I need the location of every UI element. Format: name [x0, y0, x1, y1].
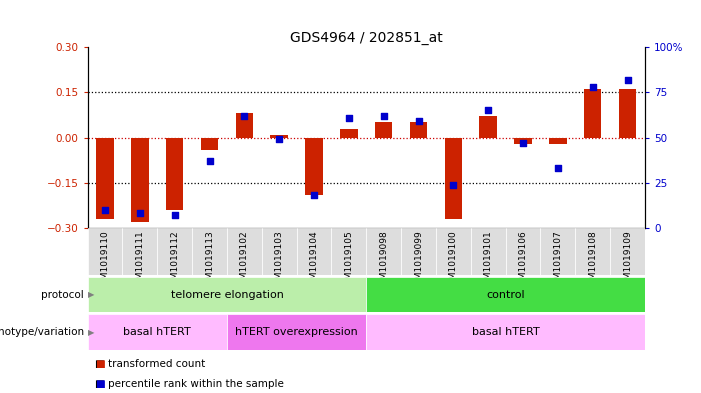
Text: GSM1019104: GSM1019104	[310, 230, 318, 291]
Bar	[297, 228, 332, 275]
Text: GSM1019106: GSM1019106	[519, 230, 528, 291]
Bar	[332, 228, 367, 275]
Text: GSM1019105: GSM1019105	[344, 230, 353, 291]
Text: basal hTERT: basal hTERT	[472, 327, 540, 337]
Text: GSM1019107: GSM1019107	[553, 230, 562, 291]
Point	[448, 182, 459, 188]
Point	[413, 118, 424, 125]
Bar	[515, 138, 532, 143]
Text: ■: ■	[95, 360, 104, 369]
Text: hTERT overexpression: hTERT overexpression	[236, 327, 358, 337]
Bar	[367, 228, 401, 275]
Text: GSM1019110: GSM1019110	[100, 230, 109, 291]
Bar	[236, 114, 253, 138]
Bar	[96, 138, 114, 219]
Bar	[479, 116, 497, 138]
Text: GSM1019100: GSM1019100	[449, 230, 458, 291]
Bar	[444, 138, 462, 219]
Bar	[401, 228, 436, 275]
Text: GSM1019112: GSM1019112	[170, 230, 179, 291]
Text: telomere elongation: telomere elongation	[170, 290, 283, 300]
Text: GSM1019111: GSM1019111	[135, 230, 144, 291]
Text: ■: ■	[95, 379, 104, 389]
Bar	[131, 138, 149, 222]
Point	[135, 210, 146, 217]
Text: GSM1019113: GSM1019113	[205, 230, 214, 291]
Text: GSM1019103: GSM1019103	[275, 230, 284, 291]
Point	[100, 207, 111, 213]
Bar	[261, 228, 297, 275]
Text: ▶: ▶	[88, 290, 95, 299]
Text: ■ transformed count: ■ transformed count	[95, 360, 205, 369]
Bar	[610, 228, 645, 275]
Bar	[576, 228, 610, 275]
Text: protocol: protocol	[41, 290, 84, 300]
Bar	[375, 123, 393, 138]
Bar	[200, 138, 218, 150]
Text: control: control	[486, 290, 525, 300]
Bar	[88, 314, 227, 350]
Text: genotype/variation: genotype/variation	[0, 327, 84, 337]
Bar	[123, 228, 157, 275]
Point	[378, 113, 389, 119]
Text: GSM1019102: GSM1019102	[240, 230, 249, 291]
Title: GDS4964 / 202851_at: GDS4964 / 202851_at	[290, 31, 442, 45]
Bar	[88, 277, 367, 312]
Text: GSM1019101: GSM1019101	[484, 230, 493, 291]
Point	[169, 212, 180, 219]
Text: ■ percentile rank within the sample: ■ percentile rank within the sample	[95, 379, 283, 389]
Point	[239, 113, 250, 119]
Point	[517, 140, 529, 146]
Bar	[436, 228, 471, 275]
Point	[587, 84, 598, 90]
Point	[552, 165, 564, 171]
Bar	[367, 314, 645, 350]
Bar	[584, 89, 601, 138]
Bar	[271, 134, 288, 138]
Point	[622, 77, 633, 83]
Point	[482, 107, 494, 114]
Bar	[192, 228, 227, 275]
Point	[204, 158, 215, 164]
Bar	[471, 228, 505, 275]
Bar	[227, 314, 367, 350]
Text: GSM1019098: GSM1019098	[379, 230, 388, 291]
Bar	[340, 129, 358, 138]
Text: GSM1019108: GSM1019108	[588, 230, 597, 291]
Bar	[157, 228, 192, 275]
Bar	[540, 228, 576, 275]
Text: basal hTERT: basal hTERT	[123, 327, 191, 337]
Text: GSM1019099: GSM1019099	[414, 230, 423, 291]
Bar	[306, 138, 322, 195]
Point	[308, 192, 320, 198]
Bar	[367, 277, 645, 312]
Text: ▶: ▶	[88, 328, 95, 336]
Point	[343, 114, 355, 121]
Bar	[88, 228, 123, 275]
Text: GSM1019109: GSM1019109	[623, 230, 632, 291]
Point	[273, 136, 285, 143]
Bar	[227, 228, 261, 275]
Bar	[505, 228, 540, 275]
Bar	[410, 123, 427, 138]
Bar	[549, 138, 566, 143]
Bar	[166, 138, 184, 210]
Bar	[619, 89, 637, 138]
